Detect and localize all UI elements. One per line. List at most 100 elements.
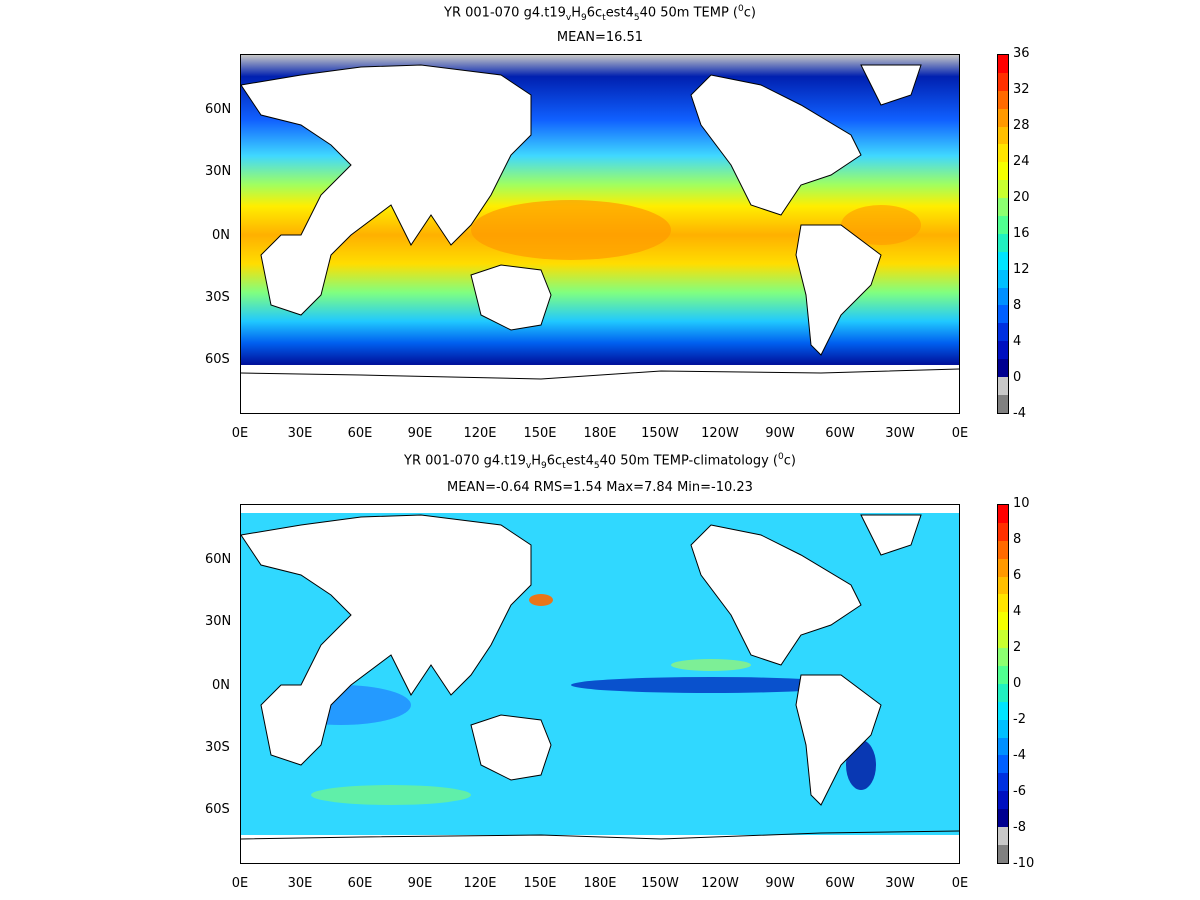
x-tick: 90E xyxy=(407,426,433,441)
colorbar-tick-label: -4 xyxy=(1013,406,1026,421)
colorbar-swatch xyxy=(998,72,1008,91)
x-tick: 0E xyxy=(231,876,249,891)
colorbar-tick-label: 6 xyxy=(1013,568,1022,583)
landmass-australia xyxy=(470,264,552,331)
panel2-map-svg xyxy=(241,505,959,863)
colorbar-swatch xyxy=(998,216,1008,234)
x-tick: 90E xyxy=(407,876,433,891)
landmass-eurasia-africa xyxy=(241,64,532,316)
colorbar-swatch xyxy=(998,251,1008,270)
panel1-title: YR 001-070 g4.t19vH96ctest4540 50m TEMP … xyxy=(444,4,756,23)
x-tick: 150W xyxy=(641,876,679,891)
x-tick: 0E xyxy=(951,876,969,891)
landmass-north-america xyxy=(690,524,862,666)
colorbar-swatch xyxy=(998,287,1008,306)
colorbar-tick-label: -8 xyxy=(1013,820,1026,835)
colorbar-swatch xyxy=(998,505,1008,523)
colorbar-tick-label: 8 xyxy=(1013,298,1022,313)
x-tick: 60W xyxy=(825,426,855,441)
colorbar-swatch xyxy=(998,576,1008,595)
landmass-south-america xyxy=(795,674,882,806)
x-tick: 150E xyxy=(523,876,557,891)
x-tick: 180E xyxy=(583,876,617,891)
colorbar-swatch xyxy=(998,648,1008,667)
y-tick: 60N xyxy=(205,552,232,567)
colorbar-swatch xyxy=(998,594,1008,613)
colorbar-swatch xyxy=(998,827,1008,845)
y-tick: 30N xyxy=(205,164,232,179)
y-tick: 60S xyxy=(205,802,230,817)
landmass-greenland xyxy=(860,64,922,106)
panel1-subtitle: MEAN=16.51 xyxy=(556,30,644,45)
landmass-eurasia-africa xyxy=(241,514,532,766)
colorbar-tick-label: 12 xyxy=(1013,262,1030,277)
colorbar-swatch xyxy=(998,269,1008,288)
colorbar-swatch xyxy=(998,126,1008,145)
colorbar-swatch xyxy=(998,180,1008,199)
x-tick: 30E xyxy=(287,876,313,891)
y-tick: 60N xyxy=(205,102,232,117)
x-tick: 120W xyxy=(701,426,739,441)
colorbar-swatch xyxy=(998,162,1008,181)
colorbar-swatch xyxy=(998,144,1008,163)
y-tick: 0N xyxy=(212,678,230,693)
colorbar-swatch xyxy=(998,701,1008,720)
panel2-colorbar-segments xyxy=(998,505,1008,863)
colorbar-tick-label: 0 xyxy=(1013,370,1022,385)
x-tick: 150W xyxy=(641,426,679,441)
colorbar-tick-label: 10 xyxy=(1013,496,1030,511)
colorbar-tick-label: -10 xyxy=(1013,856,1035,871)
panel2-map xyxy=(240,504,960,864)
colorbar-tick-label: 2 xyxy=(1013,640,1022,655)
landmass-north-america xyxy=(690,74,862,216)
colorbar-swatch xyxy=(998,612,1008,631)
colorbar-tick-label: 16 xyxy=(1013,226,1030,241)
x-tick: 120E xyxy=(463,426,497,441)
colorbar-tick-label: 32 xyxy=(1013,82,1030,97)
colorbar-swatch xyxy=(998,844,1008,863)
colorbar-swatch xyxy=(998,394,1008,413)
panel2-subtitle: MEAN=-0.64 RMS=1.54 Max=7.84 Min=-10.23 xyxy=(447,480,753,495)
x-tick: 90W xyxy=(765,426,795,441)
colorbar-swatch xyxy=(998,773,1008,792)
panel1-map-svg xyxy=(241,55,959,413)
panel1-colorbar xyxy=(997,54,1009,414)
colorbar-tick-label: 20 xyxy=(1013,190,1030,205)
colorbar-swatch xyxy=(998,377,1008,395)
colorbar-swatch xyxy=(998,198,1008,217)
colorbar-swatch xyxy=(998,737,1008,756)
x-tick: 120W xyxy=(701,876,739,891)
colorbar-tick-label: 4 xyxy=(1013,604,1022,619)
x-tick: 90W xyxy=(765,876,795,891)
colorbar-swatch xyxy=(998,323,1008,342)
colorbar-swatch xyxy=(998,719,1008,738)
colorbar-tick-label: 24 xyxy=(1013,154,1030,169)
y-tick: 30N xyxy=(205,614,232,629)
colorbar-swatch xyxy=(998,630,1008,649)
x-tick: 180E xyxy=(583,426,617,441)
y-tick: 0N xyxy=(212,228,230,243)
panel1-map xyxy=(240,54,960,414)
y-tick: 30S xyxy=(205,740,230,755)
colorbar-swatch xyxy=(998,791,1008,810)
colorbar-swatch xyxy=(998,683,1008,702)
landmass-greenland xyxy=(860,514,922,556)
panel2-title: YR 001-070 g4.t19vH96ctest4540 50m TEMP-… xyxy=(404,452,796,471)
colorbar-tick-label: 8 xyxy=(1013,532,1022,547)
colorbar-swatch xyxy=(998,341,1008,360)
landmass-australia xyxy=(470,714,552,781)
colorbar-swatch xyxy=(998,108,1008,127)
y-tick: 30S xyxy=(205,290,230,305)
colorbar-swatch xyxy=(998,755,1008,774)
colorbar-swatch xyxy=(998,90,1008,109)
y-tick: 60S xyxy=(205,352,230,367)
colorbar-tick-label: 0 xyxy=(1013,676,1022,691)
colorbar-tick-label: 4 xyxy=(1013,334,1022,349)
colorbar-tick-label: 36 xyxy=(1013,46,1030,61)
colorbar-swatch xyxy=(998,359,1008,378)
x-tick: 60E xyxy=(347,876,373,891)
x-tick: 120E xyxy=(463,876,497,891)
landmass-south-america xyxy=(795,224,882,356)
x-tick: 30E xyxy=(287,426,313,441)
x-tick: 30W xyxy=(885,426,915,441)
